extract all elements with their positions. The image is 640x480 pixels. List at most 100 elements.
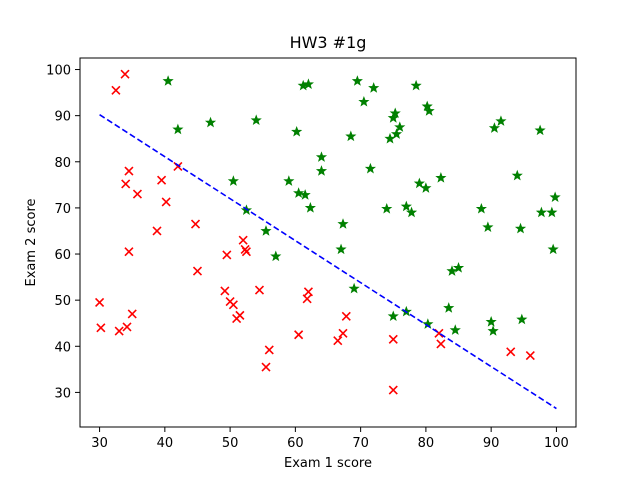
not-admitted-point: [111, 85, 121, 95]
not-admitted-point: [157, 175, 167, 185]
admitted-point: [475, 202, 487, 214]
not-admitted-point: [436, 339, 446, 349]
admitted-point: [381, 202, 393, 214]
admitted-point: [204, 116, 217, 128]
admitted-point: [283, 175, 295, 186]
admitted-point: [162, 75, 174, 86]
x-tick-label: 80: [418, 436, 435, 451]
not-admitted-point: [121, 179, 131, 189]
admitted-point: [390, 128, 403, 139]
admitted-point: [511, 169, 523, 181]
not-admitted-point: [294, 330, 304, 340]
not-admitted-point: [120, 69, 130, 79]
admitted-point: [315, 151, 328, 162]
not-admitted-point: [235, 310, 245, 320]
admitted-point: [364, 162, 376, 174]
not-admitted-point: [192, 266, 203, 276]
admitted-point: [345, 130, 357, 142]
not-admitted-point: [388, 385, 398, 395]
admitted-point: [516, 313, 528, 325]
not-admitted-point: [506, 347, 516, 357]
y-tick-label: 40: [54, 340, 71, 355]
admitted-point: [514, 222, 527, 234]
y-tick-label: 80: [54, 156, 71, 171]
admitted-point: [495, 115, 507, 126]
admitted-point: [546, 206, 558, 218]
not-admitted-point: [173, 161, 183, 171]
not-admitted-point: [264, 345, 274, 355]
not-admitted-point: [388, 334, 398, 344]
not-admitted-point: [341, 311, 351, 321]
not-admitted-point: [525, 350, 535, 361]
admitted-point: [400, 200, 412, 212]
not-admitted-point: [302, 294, 312, 304]
x-tick-label: 70: [352, 436, 369, 451]
y-axis-label: Exam 2 score: [24, 198, 39, 286]
admitted-point: [482, 221, 494, 233]
y-tick-label: 60: [54, 248, 71, 263]
not-admitted-point: [228, 300, 238, 310]
admitted-point: [488, 122, 500, 133]
admitted-point: [547, 243, 559, 255]
admitted-point: [534, 124, 546, 136]
x-tick-label: 50: [222, 436, 239, 451]
admitted-point: [435, 172, 447, 183]
admitted-point: [535, 206, 547, 218]
decision-boundary-line: [99, 114, 557, 410]
admitted-point: [335, 243, 347, 255]
admitted-point: [304, 202, 316, 213]
y-tick-label: 70: [54, 202, 71, 217]
plot-frame: [79, 57, 577, 428]
admitted-point: [485, 315, 497, 327]
admitted-point: [443, 302, 455, 313]
admitted-point: [394, 121, 406, 132]
x-axis-label: Exam 1 score: [284, 456, 372, 471]
admitted-point: [172, 123, 184, 135]
not-admitted-point: [241, 247, 251, 257]
not-admitted-point: [261, 362, 271, 372]
axis-ticks: 30 40 50 60 70 80 90 100 30 40 50 60 70 80 90 100: [46, 64, 569, 451]
admitted-point: [368, 82, 380, 93]
admitted-point: [421, 100, 433, 112]
not-admitted-point: [96, 323, 106, 333]
admitted-point: [549, 191, 561, 203]
x-tick-label: 40: [157, 436, 174, 451]
admitted-point: [423, 105, 435, 116]
admitted-point: [422, 318, 434, 329]
admitted-point: [315, 165, 328, 176]
admitted-point: [487, 325, 499, 336]
not-admitted-point: [132, 189, 142, 199]
admitted-point: [291, 125, 303, 137]
admitted-point: [449, 324, 461, 335]
admitted-point: [358, 95, 370, 107]
admitted-point: [351, 75, 363, 86]
x-tick-label: 30: [91, 436, 108, 451]
admitted-point: [446, 265, 458, 276]
admitted-point: [410, 79, 422, 91]
y-tick-label: 100: [46, 64, 71, 79]
chart-title: HW3 #1g: [290, 33, 367, 52]
y-tick-label: 30: [54, 386, 71, 401]
admitted-point: [452, 262, 465, 273]
admitted-point: [413, 177, 425, 189]
not-admitted-point: [220, 286, 230, 296]
not-admitted-point: [238, 235, 248, 245]
not-admitted-point: [222, 250, 232, 260]
x-tick-label: 60: [287, 436, 304, 451]
not-admitted-point: [124, 247, 134, 257]
admitted-point: [405, 206, 418, 218]
plot-area: [95, 69, 561, 410]
not-admitted-point: [190, 219, 201, 229]
not-admitted-point: [95, 297, 105, 308]
admitted-point: [250, 114, 262, 126]
not-admitted-point: [333, 336, 343, 346]
admitted-point: [299, 189, 311, 200]
not-admitted-point: [122, 322, 132, 332]
admitted-point: [260, 225, 272, 236]
y-tick-label: 50: [54, 294, 71, 309]
not-admitted-point: [303, 287, 313, 297]
admitted-point: [348, 282, 360, 294]
admitted-point: [337, 218, 349, 229]
not-admitted-point: [114, 326, 124, 336]
